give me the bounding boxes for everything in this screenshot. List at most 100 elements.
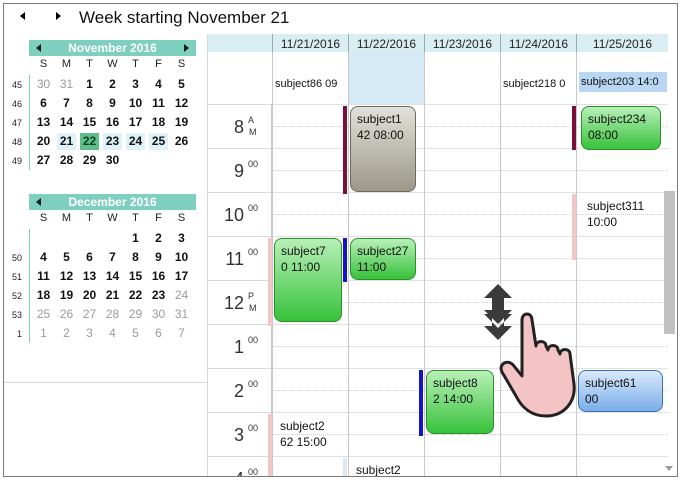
- day-cell[interactable]: 9: [109, 96, 116, 110]
- day-cell[interactable]: 25: [36, 307, 51, 321]
- day-cell[interactable]: 15: [128, 269, 143, 283]
- day-cell[interactable]: 16: [151, 269, 166, 283]
- day-column-header[interactable]: 11/24/2016: [500, 34, 576, 52]
- selected-day-cell[interactable]: 22: [80, 133, 99, 150]
- day-cell[interactable]: 23: [151, 288, 166, 302]
- month-next-arrow-icon[interactable]: [184, 44, 189, 52]
- day-cell[interactable]: 24: [126, 133, 145, 150]
- day-cell[interactable]: 12: [174, 96, 189, 110]
- day-cell[interactable]: 13: [82, 269, 97, 283]
- day-cell[interactable]: 19: [59, 288, 74, 302]
- all-day-cell[interactable]: [424, 52, 500, 104]
- day-cell[interactable]: 7: [109, 250, 116, 264]
- day-cell[interactable]: 27: [82, 307, 97, 321]
- day-column-header[interactable]: 11/23/2016: [424, 34, 500, 52]
- day-cell[interactable]: 3: [132, 77, 139, 91]
- day-cell[interactable]: 21: [57, 133, 76, 150]
- day-cell[interactable]: 16: [105, 115, 120, 129]
- day-cell[interactable]: 30: [151, 307, 166, 321]
- day-cell[interactable]: 26: [59, 307, 74, 321]
- day-cell[interactable]: 2: [109, 77, 116, 91]
- day-cell[interactable]: 8: [132, 250, 139, 264]
- scroll-down-arrow-icon[interactable]: [665, 466, 673, 471]
- day-cell[interactable]: 31: [174, 307, 189, 321]
- day-cell[interactable]: 6: [155, 326, 162, 340]
- day-cell[interactable]: 26: [174, 134, 189, 148]
- all-day-appointment[interactable]: subject203 14:0: [579, 72, 667, 92]
- day-cell[interactable]: 24: [174, 288, 189, 302]
- day-cell[interactable]: 2: [155, 231, 162, 245]
- day-cell[interactable]: 21: [105, 288, 120, 302]
- day-cell[interactable]: 10: [128, 96, 143, 110]
- day-cell[interactable]: 3: [178, 231, 185, 245]
- day-cell[interactable]: 17: [174, 269, 189, 283]
- appointment[interactable]: subject61 00: [578, 370, 663, 412]
- all-day-appointment[interactable]: subject86 09: [275, 78, 338, 90]
- day-cell[interactable]: 17: [128, 115, 143, 129]
- month-prev-arrow-icon[interactable]: [36, 44, 41, 52]
- day-cell[interactable]: 5: [178, 77, 185, 91]
- day-cell[interactable]: 7: [178, 326, 185, 340]
- day-cell[interactable]: 9: [155, 250, 162, 264]
- day-cell[interactable]: 12: [59, 269, 74, 283]
- day-cell[interactable]: 10: [174, 250, 189, 264]
- day-column-header[interactable]: 11/25/2016: [576, 34, 668, 52]
- appointment[interactable]: subject234 08:00: [581, 106, 661, 150]
- appointment[interactable]: subject2 62 15:00: [274, 414, 342, 458]
- day-cell[interactable]: 29: [128, 307, 143, 321]
- day-cell[interactable]: 20: [82, 288, 97, 302]
- appointment[interactable]: subject8 2 14:00: [426, 370, 494, 434]
- day-cell[interactable]: 4: [40, 250, 47, 264]
- day-cell[interactable]: 1: [132, 231, 139, 245]
- day-cell[interactable]: 23: [103, 133, 122, 150]
- day-cell[interactable]: 19: [174, 115, 189, 129]
- day-cell[interactable]: 4: [155, 77, 162, 91]
- day-cell[interactable]: 30: [36, 77, 51, 91]
- month-title[interactable]: November 2016: [68, 41, 157, 55]
- day-cell[interactable]: 31: [59, 77, 74, 91]
- day-cell[interactable]: 25: [149, 133, 168, 150]
- day-cell[interactable]: 18: [36, 288, 51, 302]
- prev-week-button[interactable]: [20, 12, 25, 20]
- appointment[interactable]: subject7 0 11:00: [274, 238, 342, 322]
- day-cell[interactable]: 15: [82, 115, 97, 129]
- day-cell[interactable]: 11: [152, 96, 165, 110]
- day-cell[interactable]: 3: [86, 326, 93, 340]
- day-cell[interactable]: 11: [37, 269, 50, 283]
- day-cell[interactable]: 1: [86, 77, 93, 91]
- day-cell[interactable]: 2: [63, 326, 70, 340]
- day-cell[interactable]: 20: [36, 134, 51, 148]
- day-cell[interactable]: 28: [105, 307, 120, 321]
- appointment[interactable]: subject311 10:00: [581, 194, 661, 238]
- day-cell[interactable]: 6: [86, 250, 93, 264]
- all-day-cell[interactable]: [272, 52, 348, 104]
- appointment[interactable]: subject1 42 08:00: [350, 106, 416, 192]
- day-cell[interactable]: 22: [128, 288, 143, 302]
- month-title[interactable]: December 2016: [68, 195, 157, 209]
- month-prev-arrow-icon[interactable]: [36, 198, 41, 206]
- day-cell[interactable]: 27: [36, 153, 51, 167]
- day-cell[interactable]: 30: [105, 153, 120, 167]
- all-day-cell[interactable]: [348, 52, 424, 104]
- day-cell[interactable]: 14: [105, 269, 120, 283]
- day-column-header[interactable]: 11/21/2016: [272, 34, 348, 52]
- day-column-header[interactable]: 11/22/2016: [348, 34, 424, 52]
- appointment[interactable]: subject2: [350, 458, 416, 476]
- day-cell[interactable]: 7: [63, 96, 70, 110]
- day-cell[interactable]: 8: [86, 96, 93, 110]
- scrollbar-thumb[interactable]: [664, 191, 675, 334]
- day-cell[interactable]: 5: [63, 250, 70, 264]
- day-cell[interactable]: 29: [82, 153, 97, 167]
- appointment[interactable]: subject27 11:00: [350, 238, 416, 280]
- day-cell[interactable]: 18: [151, 115, 166, 129]
- day-cell[interactable]: 5: [132, 326, 139, 340]
- all-day-cell[interactable]: [500, 52, 576, 104]
- next-week-button[interactable]: [56, 12, 61, 20]
- day-cell[interactable]: 13: [36, 115, 51, 129]
- day-cell[interactable]: 28: [59, 153, 74, 167]
- day-cell[interactable]: 6: [40, 96, 47, 110]
- day-cell[interactable]: 14: [59, 115, 74, 129]
- day-cell[interactable]: 4: [109, 326, 116, 340]
- day-cell[interactable]: 1: [40, 326, 47, 340]
- all-day-appointment[interactable]: subject218 0: [503, 78, 566, 90]
